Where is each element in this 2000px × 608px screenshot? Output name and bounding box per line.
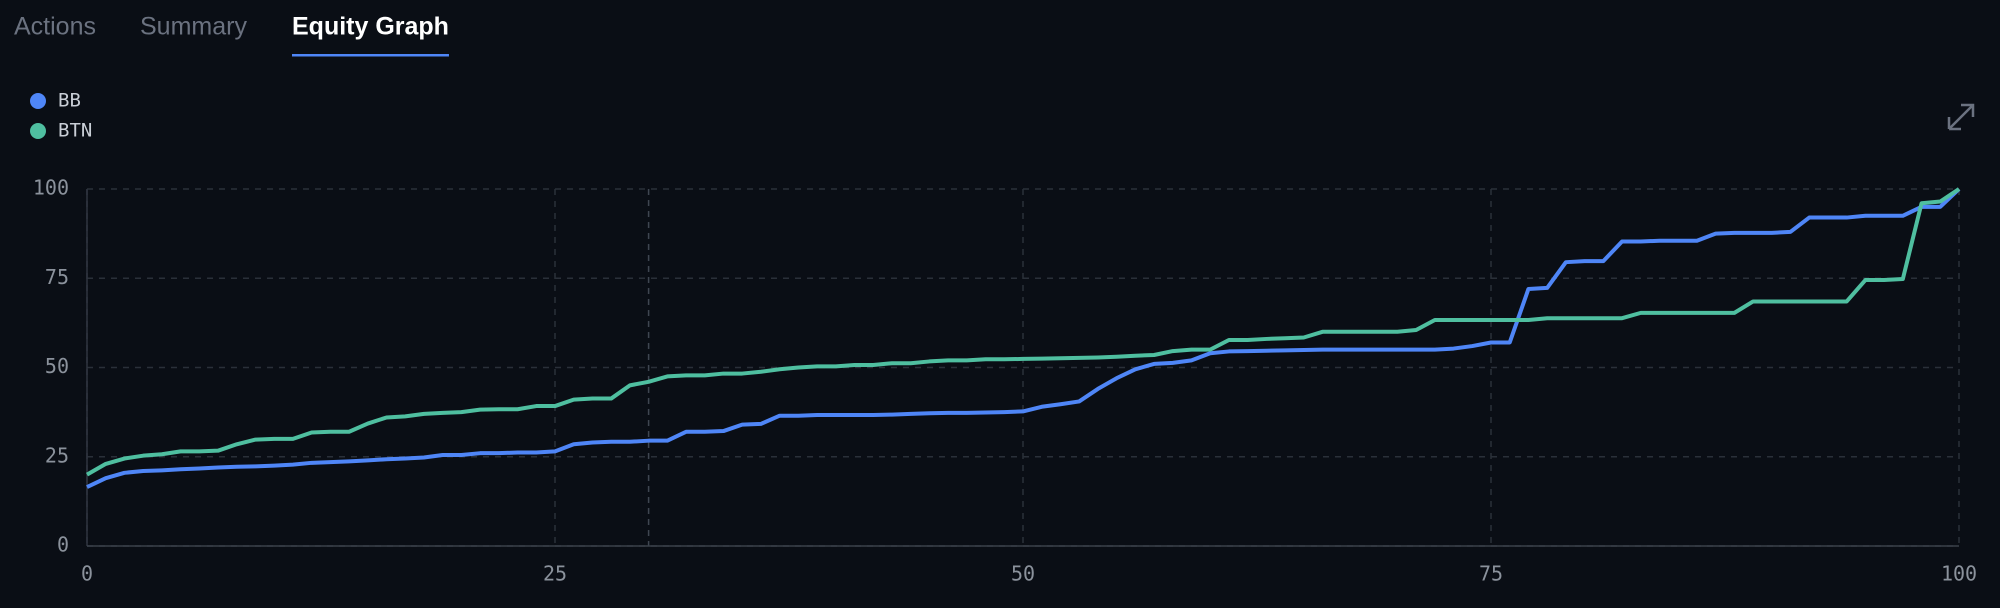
x-tick-label: 100: [1941, 562, 1977, 586]
legend-marker[interactable]: [30, 93, 46, 109]
tab[interactable]: Summary: [140, 13, 247, 41]
y-tick-label: 50: [45, 354, 69, 378]
x-tick-label: 25: [543, 562, 567, 586]
legend-marker[interactable]: [30, 123, 46, 139]
active-tab-underline: [292, 54, 449, 57]
tab[interactable]: Equity Graph: [292, 13, 449, 41]
legend-label[interactable]: BB: [58, 90, 81, 112]
x-tick-label: 50: [1011, 562, 1035, 586]
y-tick-label: 0: [57, 533, 69, 557]
y-tick-label: 75: [45, 265, 69, 289]
legend-label[interactable]: BTN: [58, 120, 92, 142]
expand-icon[interactable]: [1947, 103, 1975, 131]
series-line: [86, 187, 1961, 489]
y-tick-label: 25: [45, 443, 69, 467]
x-tick-label: 75: [1479, 562, 1503, 586]
y-tick-label: 100: [33, 176, 69, 200]
x-tick-label: 0: [81, 562, 93, 586]
tab[interactable]: Actions: [14, 13, 96, 41]
series-line: [86, 187, 1961, 477]
